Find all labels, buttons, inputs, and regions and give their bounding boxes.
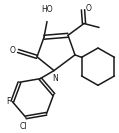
Text: O: O [9, 46, 15, 55]
Text: O: O [86, 4, 92, 13]
Text: N: N [52, 74, 58, 84]
Text: Cl: Cl [20, 122, 28, 131]
Text: F: F [6, 97, 10, 106]
Text: HO: HO [41, 5, 53, 14]
